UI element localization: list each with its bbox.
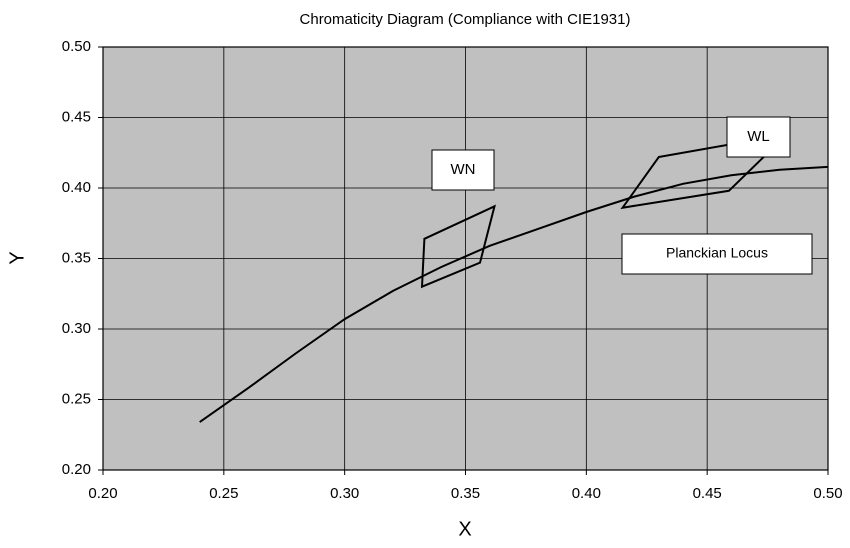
plot-frame [102,46,829,471]
y-tick-label: 0.50 [62,38,91,55]
x-tick-label: 0.50 [813,485,842,502]
x-tick-label: 0.40 [572,485,601,502]
locus-curve [199,165,829,423]
annotation-box [431,149,495,191]
y-tick-label: 0.25 [62,390,91,407]
y-tick-label: 0.30 [62,320,91,337]
x-tick-label: 0.30 [330,485,359,502]
annotation-label: WL [747,128,770,145]
y-tick-label: 0.20 [62,461,91,478]
y-tick-label: 0.45 [62,108,91,125]
y-axis-label: Y [6,251,28,264]
x-tick-label: 0.45 [693,485,722,502]
y-tick-label: 0.35 [62,249,91,266]
x-tick-label: 0.20 [88,485,117,502]
annotation-box [621,233,813,275]
chart-title: Chromaticity Diagram (Compliance with CI… [300,11,631,28]
annotation-label: WN [451,161,476,178]
x-tick-label: 0.35 [451,485,480,502]
annotation-label: Planckian Locus [666,245,768,261]
bin-polygon [420,204,496,289]
x-tick-label: 0.25 [209,485,238,502]
x-axis-label: X [458,518,471,540]
y-tick-label: 0.40 [62,179,91,196]
annotation-box [726,116,791,158]
